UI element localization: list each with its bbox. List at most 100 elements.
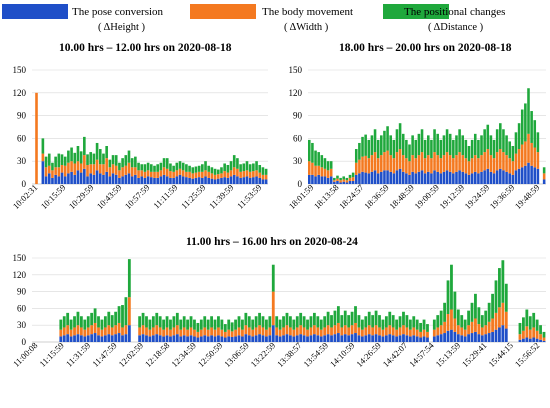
chart-2-bar-body [439, 158, 443, 174]
chart-2-bar-positional [308, 139, 311, 162]
chart-3-bar-body [158, 327, 162, 336]
chart-1-bar-positional [60, 154, 64, 165]
chart-2-bar-positional [342, 176, 346, 180]
chart-3-bar-body [470, 321, 474, 334]
chart-1-bar-pose [181, 176, 185, 184]
chart-1-ytick-label: 90 [17, 111, 27, 121]
chart-1-bar-pose [121, 176, 124, 184]
chart-2-bar-body [499, 149, 502, 169]
chart-1-bar-body [118, 170, 121, 178]
chart-3-bar-positional [398, 316, 402, 328]
chart-2-bar-positional [439, 139, 443, 159]
chart-3-bar-pose [343, 334, 347, 342]
chart-3-bar-body [381, 329, 385, 337]
chart-3-bar-body [426, 331, 429, 338]
chart-3-bar-pose [282, 335, 285, 342]
chart-2-bar-pose [401, 171, 405, 184]
chart-2-bar-pose [414, 173, 418, 184]
chart-3-bar-pose [158, 335, 162, 342]
chart-3-bar-positional [289, 316, 292, 328]
chart-3-bar-positional [439, 310, 443, 326]
chart-3-xtick-label: 12:34:59 [169, 340, 198, 369]
chart-1-bar-body [47, 165, 51, 174]
chart-2-ytick-label: 150 [289, 65, 303, 75]
chart-3-ytick-label: 0 [22, 337, 27, 347]
chart-3-bar-pose [450, 329, 453, 342]
chart-3-xtick-label: 13:54:59 [301, 340, 330, 369]
chart-3-bar-pose [237, 335, 241, 342]
chart-1-bar-body [159, 170, 163, 177]
chart-3-bar-pose [268, 335, 272, 342]
chart-2-bar-positional [383, 130, 386, 153]
chart-3-bar-body [306, 329, 309, 337]
chart-2-bar-pose [527, 162, 530, 184]
chart-2-bar-pose [542, 179, 546, 184]
chart-3-bar-body [230, 331, 234, 337]
chart-3-bar-pose [340, 335, 344, 342]
chart-2-bar-body [323, 168, 327, 177]
chart-3-bar-body [463, 329, 467, 337]
chart-3-bar-positional [234, 319, 237, 330]
chart-2-bar-positional [345, 177, 349, 181]
chart-3-bar-pose [295, 335, 299, 342]
chart-1-bar-pose [236, 176, 239, 184]
chart-1-bar-body [188, 171, 191, 178]
chart-2-bar-positional [442, 135, 446, 156]
chart-3-bar-positional [374, 310, 378, 326]
chart-3-bar-body [350, 325, 354, 335]
chart-1-bar-body [255, 170, 258, 177]
chart-1-bar-positional [172, 165, 175, 172]
chart-3-bar-pose [121, 335, 124, 342]
chart-3-bar-pose [522, 338, 525, 342]
chart-2-bar-pose [358, 173, 361, 184]
chart-2-bar-positional [358, 142, 361, 160]
chart-1-bar-positional [89, 152, 93, 165]
chart-3-bar-positional [93, 308, 97, 323]
chart-3-bar-pose [90, 334, 94, 342]
chart-3-bar-body [100, 329, 104, 337]
chart-1-bar-pose [264, 179, 268, 184]
chart-3-bar-positional [364, 316, 368, 328]
chart-3-bar-pose [107, 334, 111, 342]
chart-1-bar-positional [140, 164, 144, 171]
chart-2-bar-body [517, 149, 521, 169]
chart-2-bar-positional [448, 133, 452, 156]
chart-3-bar-body [518, 334, 522, 340]
chart-3-xtick-label: 11:31:59 [64, 340, 92, 368]
chart-1-bar-pose [92, 174, 96, 184]
chart-3-bar-positional [179, 319, 183, 330]
chart-3-bar-positional [62, 316, 66, 328]
chart-3-bar-pose [528, 338, 532, 342]
chart-3-bar-pose [504, 328, 508, 342]
chart-1-bar-positional [178, 161, 182, 169]
chart-3-bar-body [213, 329, 217, 337]
chart-2-bar-positional [311, 142, 314, 163]
chart-3-bar-positional [175, 312, 179, 326]
chart-1-ytick-label: 0 [22, 179, 27, 189]
chart-2-bar-pose [489, 171, 493, 184]
chart-2-bar-positional [386, 126, 389, 151]
chart-1-bar-positional [226, 165, 230, 173]
chart-3-bar-body [312, 325, 316, 335]
chart-1-bar-body [261, 174, 265, 180]
chart-2-bar-positional [489, 135, 493, 156]
chart-3-bar-positional [151, 316, 155, 328]
chart-1-bar-pose [102, 174, 105, 184]
chart-2-bar-positional [483, 129, 486, 153]
chart-1-bar-pose [169, 177, 172, 184]
chart-1-bar-body [223, 171, 226, 178]
chart-2-bar-body [342, 179, 346, 182]
chart-2-bar-positional [423, 139, 427, 159]
chart-3-bar-pose [408, 336, 412, 342]
chart-3-bar-body [340, 327, 344, 336]
legend-label-positional: The positional changes [404, 6, 505, 18]
chart-1-bar-pose [216, 178, 220, 184]
chart-1-bar-positional [245, 161, 249, 171]
chart-3-bar-positional [206, 319, 210, 330]
chart-1-bar-positional [165, 158, 169, 169]
chart-2-bar-body [311, 162, 314, 175]
chart-3-bar-positional [227, 319, 231, 330]
chart-3-bar-pose [422, 336, 426, 342]
chart-3-bar-pose [247, 335, 251, 342]
